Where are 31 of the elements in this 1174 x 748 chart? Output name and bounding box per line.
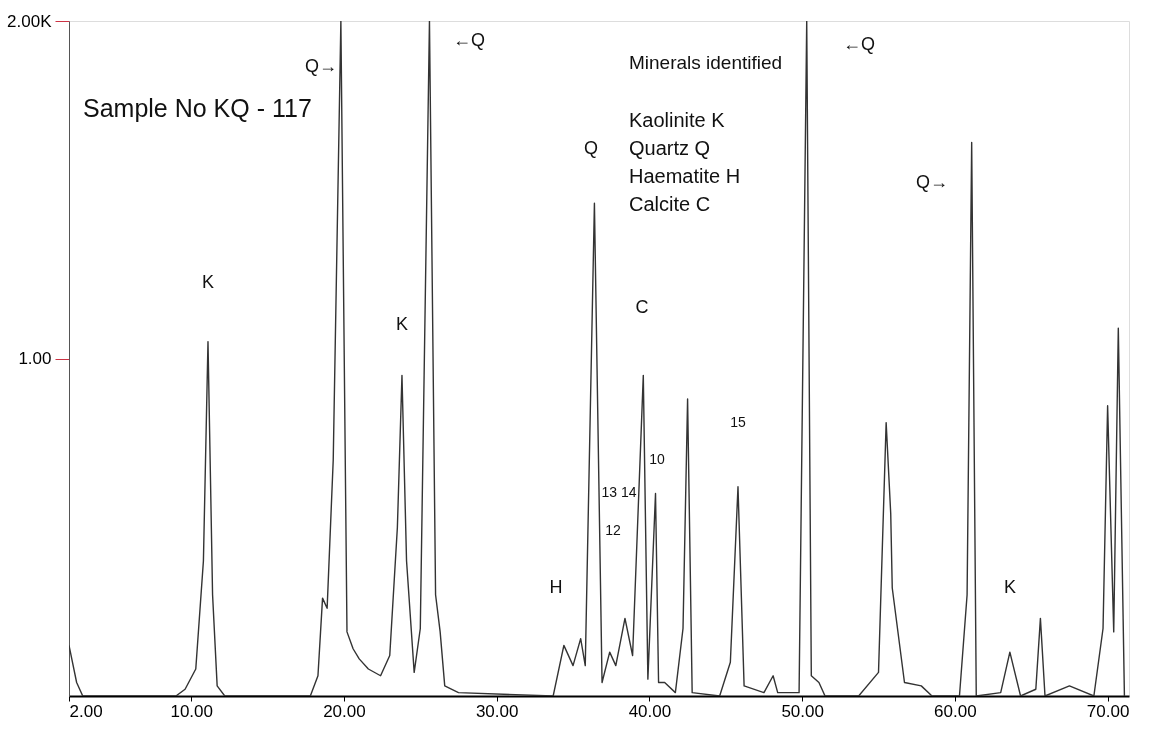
line-series bbox=[69, 21, 1126, 696]
annotation: K bbox=[395, 314, 409, 334]
y-tick-label: 1.00 bbox=[18, 349, 52, 368]
annotation: K bbox=[201, 272, 215, 292]
annotation: Q→ bbox=[915, 172, 949, 192]
text: Sample No KQ - 117 bbox=[83, 94, 312, 122]
annotation: H bbox=[549, 577, 563, 597]
annotation: Minerals identified bbox=[629, 52, 783, 73]
annotation: Q→ bbox=[304, 56, 338, 76]
x-tick-label: 20.00 bbox=[323, 701, 366, 721]
annotation: ←Q bbox=[452, 30, 486, 50]
x-tick-label: 60.00 bbox=[934, 701, 977, 721]
annotation: Haematite H bbox=[629, 165, 741, 187]
annotation: Q bbox=[583, 138, 599, 158]
annotation: 15 bbox=[730, 414, 746, 430]
x-tick-label: 2.00 bbox=[69, 701, 103, 721]
x-tick-label: 50.00 bbox=[781, 701, 824, 721]
annotation: Kaolinite K bbox=[629, 109, 726, 131]
annotation: ←Q bbox=[842, 34, 876, 54]
annotation: Quartz Q bbox=[629, 137, 711, 159]
y-tick-label: 2.00K bbox=[7, 11, 53, 31]
x-tick-label: 70.00 bbox=[1086, 701, 1130, 721]
x-tick-label: 10.00 bbox=[170, 701, 213, 721]
x-tick-label: 30.00 bbox=[475, 701, 519, 721]
annotation: 12 bbox=[605, 522, 621, 538]
x-tick-label: 40.00 bbox=[628, 701, 672, 721]
annotation: C bbox=[635, 297, 649, 317]
annotation: 10 bbox=[649, 451, 665, 467]
annotation: K bbox=[1003, 577, 1017, 597]
annotation: Calcite C bbox=[629, 193, 711, 215]
annotation: 13 14 bbox=[601, 484, 637, 500]
